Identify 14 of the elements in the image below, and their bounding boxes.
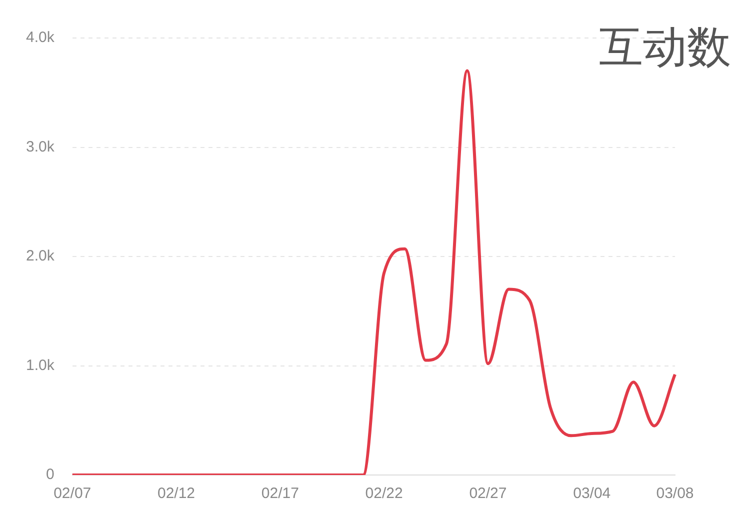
x-tick-label: 03/04 xyxy=(573,485,611,502)
y-tick-label: 2.0k xyxy=(26,248,55,265)
y-tick-label: 1.0k xyxy=(26,356,55,374)
x-tick-label: 03/08 xyxy=(656,485,694,502)
x-tick-label: 02/17 xyxy=(261,485,299,502)
chart-title: 互动数 xyxy=(599,21,731,75)
x-tick-label: 02/12 xyxy=(157,485,196,502)
x-tick-label: 02/27 xyxy=(469,485,507,502)
y-tick-label: 4.0k xyxy=(26,29,55,46)
x-tick-label: 02/07 xyxy=(54,485,92,502)
y-tick-label: 3.0k xyxy=(26,138,55,156)
x-tick-label: 02/22 xyxy=(365,485,403,502)
y-tick-label: 0 xyxy=(46,466,54,484)
line-series xyxy=(70,69,676,475)
